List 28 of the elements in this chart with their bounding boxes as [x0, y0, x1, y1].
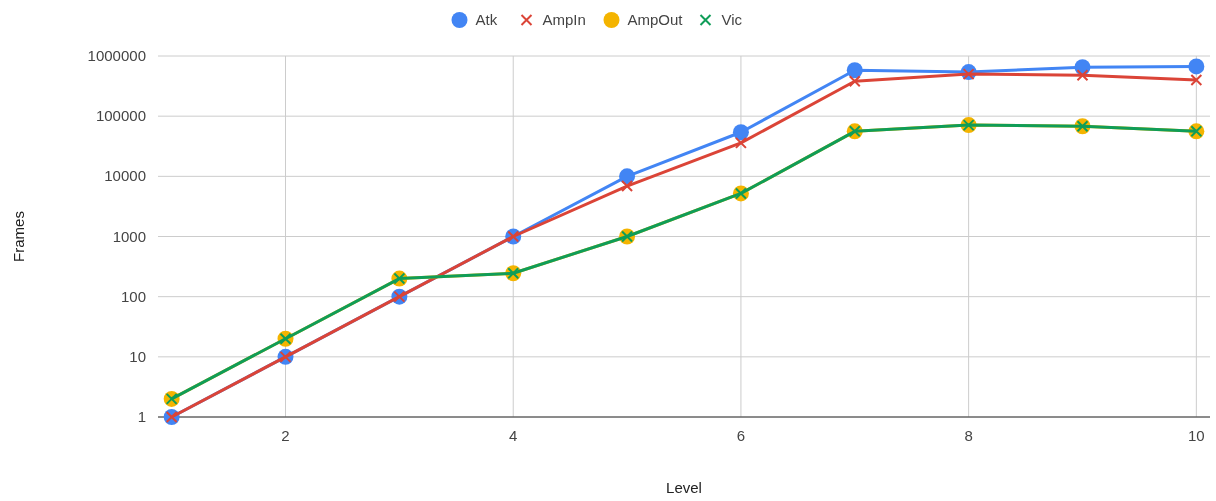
y-tick-label: 1	[137, 408, 146, 425]
point	[962, 68, 975, 81]
y-tick-label: 1000000	[87, 47, 146, 64]
point	[1190, 73, 1203, 86]
y-axis-title: Frames	[10, 211, 27, 262]
x-axis-title: Level	[666, 479, 702, 496]
x-tick-label: 2	[281, 427, 290, 444]
point	[732, 124, 749, 141]
legend-label: AmpIn	[542, 11, 586, 28]
point	[848, 75, 861, 88]
legend-label: Vic	[721, 11, 743, 28]
point	[734, 136, 747, 149]
point	[846, 62, 863, 79]
y-tick-label: 10	[129, 347, 146, 365]
y-tick-label: 100	[120, 287, 146, 305]
x-tick-label: 10	[1187, 427, 1205, 444]
y-tick-label: 10000	[104, 167, 146, 185]
legend-label: Atk	[475, 11, 498, 28]
x-tick-label: 8	[964, 427, 973, 444]
point	[621, 180, 634, 193]
y-tick-label: 100000	[95, 107, 146, 125]
point	[619, 168, 636, 185]
y-tick-label: 1000	[112, 227, 146, 245]
legend-label: AmpOut	[627, 11, 684, 28]
point	[1188, 58, 1205, 75]
point	[1076, 69, 1089, 82]
x-tick-label: 6	[736, 427, 746, 444]
x-tick-label: 4	[509, 427, 518, 444]
